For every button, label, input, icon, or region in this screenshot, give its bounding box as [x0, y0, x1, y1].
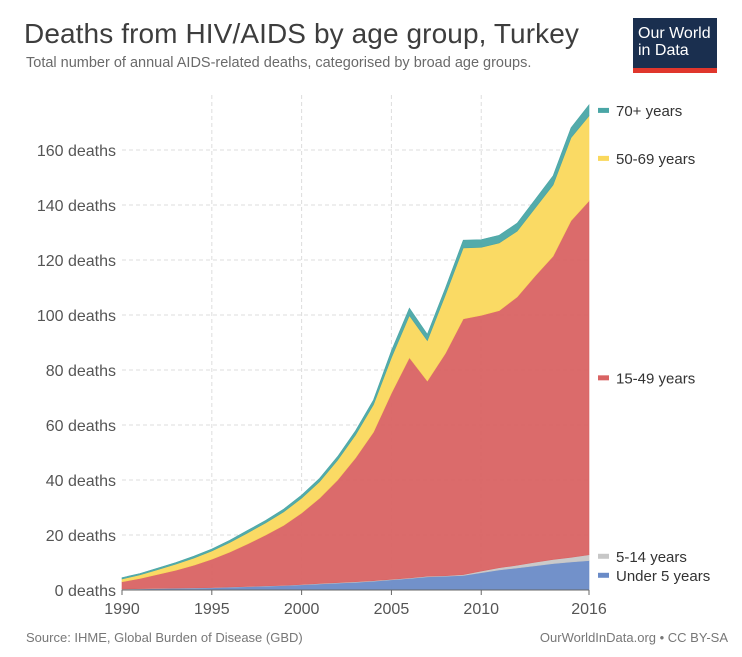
source-note[interactable]: Source: IHME, Global Burden of Disease (…: [26, 630, 303, 645]
chart-subtitle: Total number of annual AIDS-related deat…: [26, 55, 532, 71]
legend-swatch: [598, 155, 609, 161]
legend-label[interactable]: Under 5 years: [616, 568, 710, 585]
chart-title: Deaths from HIV/AIDS by age group, Turke…: [24, 18, 580, 49]
legend-swatch: [598, 572, 609, 578]
logo-line-2: in Data: [638, 42, 689, 59]
y-tick-label: 20 deaths: [46, 528, 116, 545]
x-tick-label: 2016: [571, 601, 607, 618]
legend: Under 5 years 5-14 years 15-49 years 50-69 …: [598, 103, 710, 585]
x-tick-label: 1990: [104, 601, 140, 618]
y-tick-label: 80 deaths: [46, 363, 116, 380]
x-tick-label: 2005: [374, 601, 410, 618]
x-tick-label: 1995: [194, 601, 230, 618]
y-tick-label: 100 deaths: [37, 308, 116, 325]
y-tick-label: 60 deaths: [46, 418, 116, 435]
y-tick-label: 0 deaths: [55, 583, 116, 600]
y-tick-label: 120 deaths: [37, 253, 116, 270]
license-credit[interactable]: OurWorldInData.org • CC BY-SA: [539, 630, 728, 645]
y-tick-label: 160 deaths: [37, 143, 116, 160]
legend-swatch: [598, 553, 609, 559]
owid-logo[interactable]: Our World in Data: [633, 18, 717, 73]
axes: 0 deaths 20 deaths 40 deaths 60 deaths 80 de…: [37, 143, 607, 618]
legend-label[interactable]: 70+ years: [616, 103, 682, 120]
area-series-4[interactable]: [121, 104, 590, 580]
logo-line-1: Our World: [638, 25, 711, 42]
x-tick-label: 2000: [284, 601, 320, 618]
legend-swatch: [598, 375, 609, 381]
legend-label[interactable]: 5-14 years: [616, 549, 687, 566]
legend-label[interactable]: 15-49 years: [616, 370, 695, 387]
y-tick-label: 140 deaths: [37, 198, 116, 215]
legend-label[interactable]: 50-69 years: [616, 151, 695, 168]
stacked-areas: [121, 104, 590, 591]
legend-swatch: [598, 107, 609, 113]
x-tick-label: 2010: [463, 601, 499, 618]
y-tick-label: 40 deaths: [46, 473, 116, 490]
